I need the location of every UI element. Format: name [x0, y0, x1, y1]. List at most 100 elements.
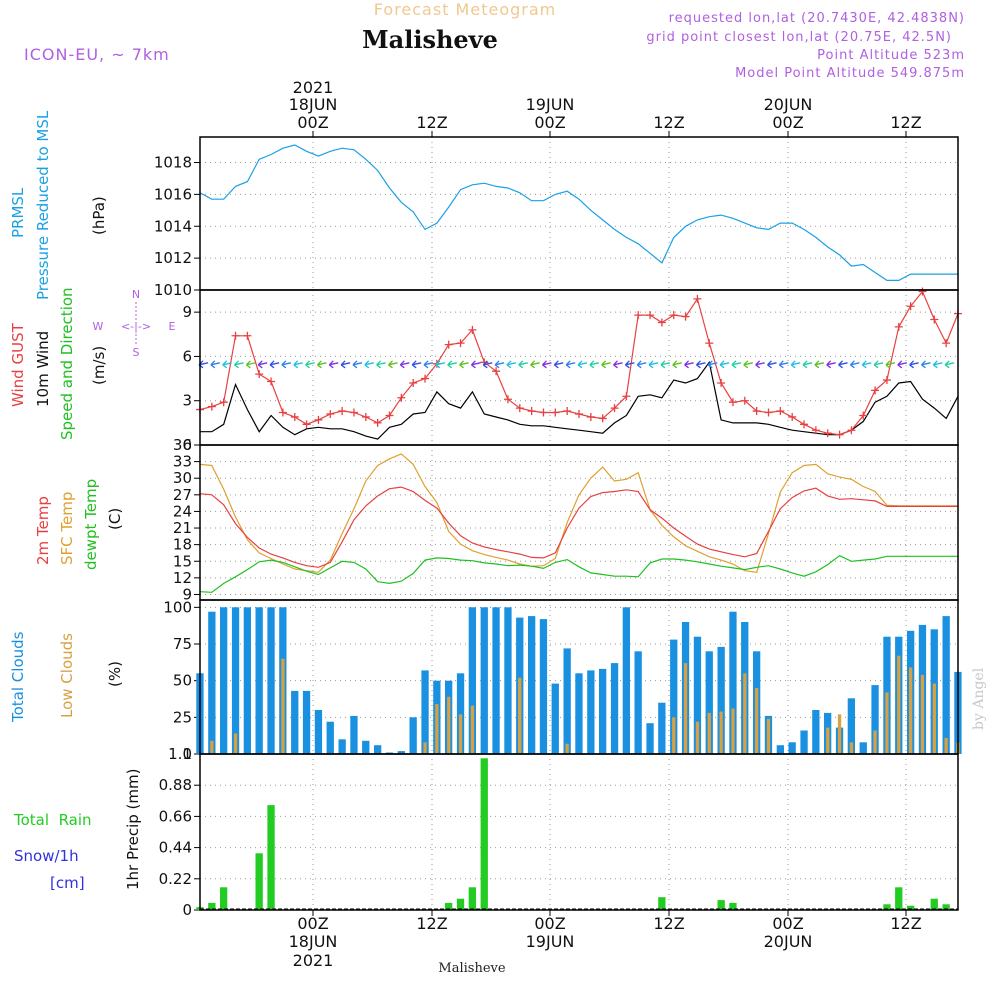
bottom-tick-4: 12Z [653, 914, 684, 933]
rain-label: Total Rain [13, 811, 92, 829]
low-cloud-bar [210, 740, 214, 754]
total-cloud-bar [267, 607, 275, 754]
ytick-label-3-0: 0 [182, 745, 192, 763]
total-cloud-bar [551, 683, 559, 754]
wind-gust-line-marker [361, 412, 370, 421]
low-cloud-bar [423, 742, 427, 754]
clouds-unit: (%) [106, 661, 124, 687]
total-cloud-bar [409, 717, 417, 754]
wind-direction-arrow [767, 360, 777, 369]
low-cloud-bar [470, 705, 475, 754]
wind-direction-arrow [494, 360, 505, 369]
rain-bar [456, 898, 465, 910]
wind-gust-line-marker [373, 418, 382, 427]
wind-gust-line-marker [551, 408, 560, 417]
total-clouds-label: Total Clouds [9, 631, 27, 723]
low-cloud-bar [707, 712, 711, 754]
panel-frame-2 [199, 444, 959, 601]
wind-direction-arrow [293, 360, 303, 369]
compass-west: W [93, 320, 104, 333]
wind-gust-line-marker [740, 396, 749, 405]
total-cloud-bar [504, 607, 512, 754]
ytick-label-2-6: 27 [173, 486, 192, 504]
ytick-label-2-7: 30 [173, 469, 192, 487]
wind-gust-line-marker [764, 408, 773, 417]
wind-direction-arrow [257, 360, 268, 369]
total-cloud-bar [374, 745, 382, 754]
wind-direction-arrow [944, 360, 955, 369]
wind-direction-arrow [305, 360, 315, 369]
ytick-label-4-4: 0.88 [159, 776, 192, 794]
wind-direction-arrow [672, 360, 682, 369]
compass-north: N [132, 288, 140, 301]
low-cloud-bar [885, 692, 889, 754]
wind-direction-arrow [506, 360, 517, 369]
wind-gust-line-marker [231, 331, 240, 340]
total-cloud-bar [397, 751, 405, 754]
wind-gust-line-marker [326, 410, 335, 418]
prmsl-sublabel: Pressure Reduced to MSL [34, 110, 52, 300]
wind-gust-line-marker [859, 411, 868, 420]
wind-direction-arrow [222, 360, 232, 369]
ytick-label-1-0: 0 [182, 436, 192, 454]
wind-gust-line-marker [717, 379, 726, 387]
wind-direction-arrow [624, 360, 635, 369]
wind-gust-line-marker [894, 322, 903, 331]
total-cloud-bar [729, 611, 737, 754]
total-cloud-bar [208, 611, 216, 754]
wind-gust-line-marker [657, 318, 666, 327]
wind-gust-line-marker [267, 377, 276, 386]
wind-gust-line-marker [409, 379, 418, 387]
ytick-label-2-1: 12 [173, 569, 192, 587]
ytick-label-0-1: 1012 [154, 249, 192, 267]
total-cloud-bar [563, 648, 571, 754]
low-cloud-bar [909, 667, 913, 754]
total-cloud-bar [776, 745, 784, 754]
low-cloud-bar [873, 730, 877, 754]
model-label: ICON-EU, ~ 7km [24, 45, 170, 64]
wind-direction-arrow [542, 360, 552, 369]
wind-gust-line-marker [302, 420, 311, 429]
wind-direction-arrow [388, 360, 398, 369]
wind-direction-arrow [660, 360, 671, 369]
low-cloud-bar [849, 742, 854, 754]
top-year: 2021 [293, 78, 334, 97]
wind-direction-arrow [695, 360, 706, 369]
wind-direction-arrow [518, 360, 528, 369]
total-cloud-bar [255, 607, 263, 754]
ytick-label-4-3: 0.66 [159, 807, 192, 825]
low-cloud-bar [695, 721, 700, 754]
low-cloud-bar [435, 704, 439, 754]
total-cloud-bar [539, 619, 548, 754]
tsfc-label: SFC Temp [58, 492, 76, 565]
wind-gust-line-marker [243, 331, 252, 340]
wind-gust-line-marker [610, 404, 619, 413]
total-cloud-bar [243, 607, 251, 754]
wind-gust-line-marker [906, 302, 915, 311]
panel-frame-0 [199, 136, 959, 291]
ytick-label-4-2: 0.44 [159, 839, 192, 857]
rain-bar [255, 853, 263, 910]
wind-direction-arrow [814, 360, 825, 369]
wind-gust-line-marker [255, 370, 264, 379]
low-cloud-bar [458, 714, 463, 754]
wind-direction-arrow [553, 360, 564, 369]
low-cloud-bar [672, 717, 676, 754]
wind-direction-arrow [589, 360, 599, 369]
total-cloud-bar [788, 742, 796, 754]
ytick-label-1-2: 6 [182, 347, 192, 365]
ytick-label-1-1: 3 [182, 392, 192, 410]
wind-direction-arrow [281, 360, 292, 369]
total-cloud-bar [705, 651, 713, 754]
ytick-label-3-3: 75 [173, 635, 192, 653]
wind-direction-arrow [648, 360, 659, 369]
ytick-label-0-4: 1018 [154, 154, 192, 172]
credit-label: by Angel [971, 667, 987, 730]
t2m-line [199, 486, 958, 568]
rain-bar [729, 902, 737, 910]
top-date-1: 18JUN [289, 95, 338, 114]
total-cloud-bar [942, 616, 950, 754]
total-cloud-bar [456, 673, 465, 754]
total-cloud-bar [338, 739, 346, 754]
wind-direction-arrow [613, 360, 623, 369]
